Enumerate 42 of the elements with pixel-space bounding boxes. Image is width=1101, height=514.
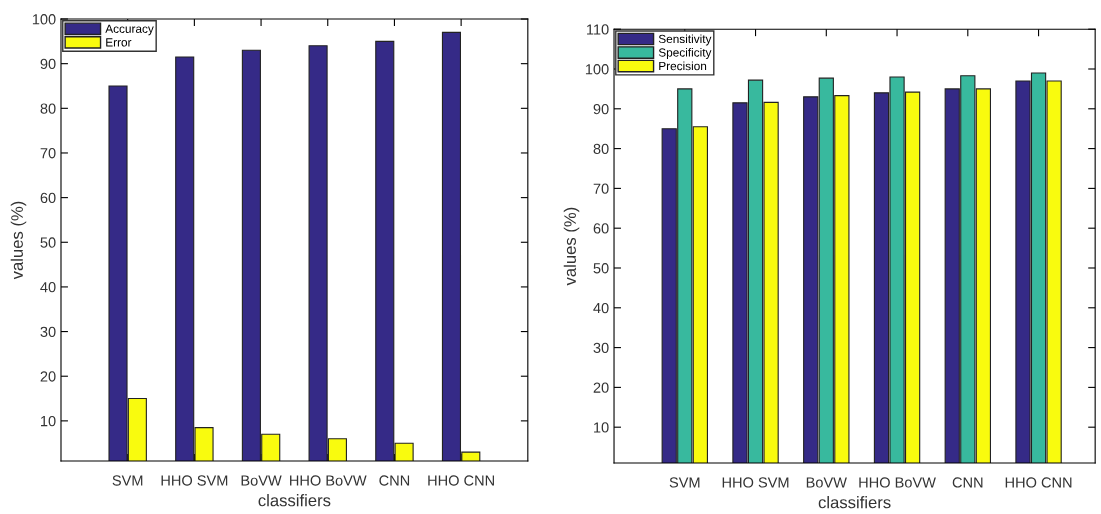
y-tick-label: 50	[40, 237, 56, 248]
x-tick-label: BoVW	[241, 475, 282, 486]
y-axis-title: values (%)	[563, 207, 580, 286]
y-tick-label: 30	[593, 342, 609, 354]
y-tick-label: 20	[40, 371, 56, 382]
x-tick-label: CNN	[379, 475, 410, 486]
y-tick-label: 100	[32, 14, 56, 25]
y-tick-label: 90	[593, 103, 609, 115]
legend-label: Accuracy	[105, 24, 154, 36]
y-tick-label: 80	[40, 103, 56, 114]
x-axis-title: classifiers	[818, 496, 891, 509]
y-tick-label: 50	[593, 263, 609, 274]
x-tick-label: SVM	[669, 477, 700, 488]
y-tick-label: 60	[593, 223, 609, 234]
x-tick-label: HHO CNN	[1005, 477, 1072, 488]
y-tick-label: 40	[40, 282, 56, 293]
x-tick-label: HHO BoVW	[859, 477, 936, 488]
y-tick-label: 70	[593, 183, 609, 194]
legend-label: Specificity	[658, 48, 712, 59]
legend-label: Sensitivity	[658, 34, 712, 46]
x-tick-label: CNN	[952, 477, 983, 488]
x-tick-label: HHO BoVW	[290, 475, 367, 486]
y-tick-label: 100	[585, 64, 609, 75]
y-tick-label: 30	[40, 326, 56, 337]
y-tick-label: 10	[594, 422, 609, 433]
y-tick-label: 110	[587, 24, 609, 35]
y-tick-label: 20	[593, 382, 609, 393]
x-tick-label: HHO SVM	[722, 477, 789, 488]
x-axis-title: classifiers	[258, 494, 331, 507]
y-axis-title: values (%)	[10, 201, 27, 280]
y-tick-label: 40	[593, 302, 609, 314]
legend-label: Precision	[659, 61, 707, 71]
legend-label: Error	[106, 38, 132, 47]
x-tick-label: HHO CNN	[428, 475, 494, 486]
x-tick-label: BoVW	[806, 477, 847, 488]
y-tick-label: 10	[41, 415, 56, 427]
y-tick-label: 60	[40, 192, 56, 204]
y-tick-label: 80	[593, 143, 609, 155]
x-tick-label: HHO SVM	[161, 475, 228, 486]
x-tick-label: SVM	[112, 475, 143, 486]
y-tick-label: 90	[40, 58, 56, 70]
y-tick-label: 70	[40, 148, 56, 159]
